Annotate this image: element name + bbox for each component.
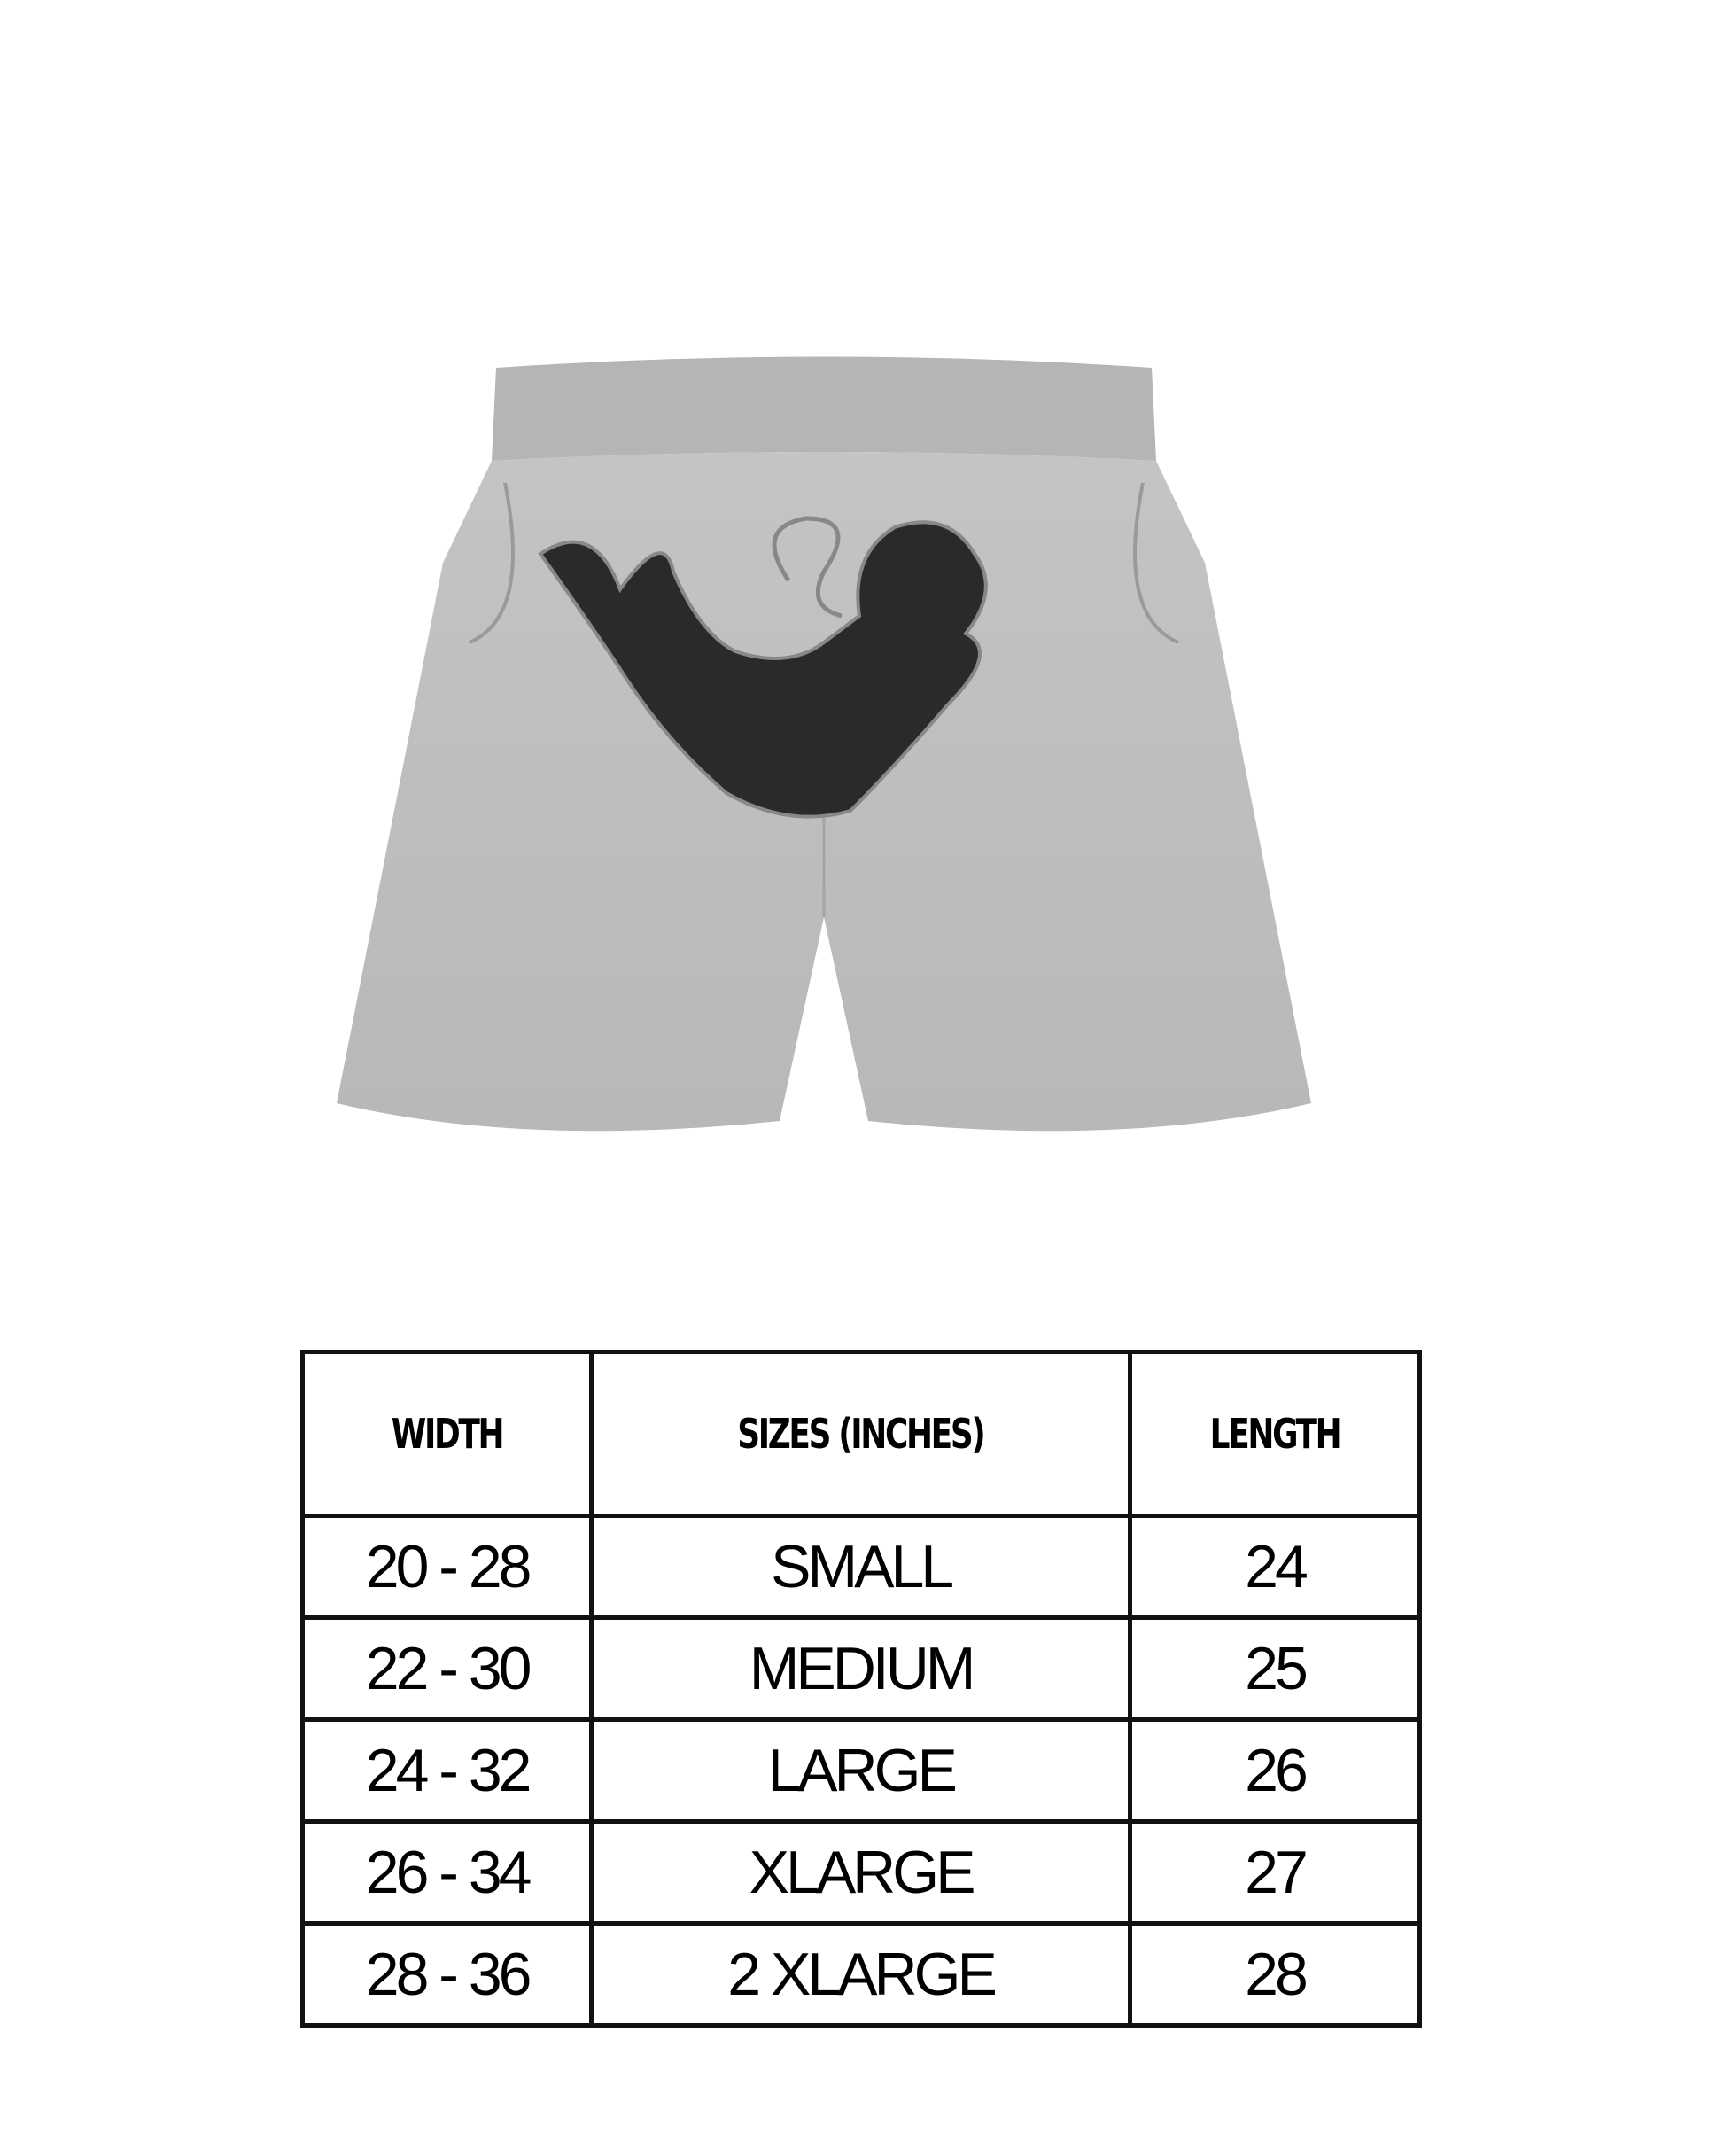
cell-width: 26 - 34 [299, 1819, 594, 1926]
cell-size: 2 XLARGE [589, 1921, 1132, 2028]
shorts-product-image [337, 356, 1311, 1132]
header-width: WIDTH [299, 1350, 594, 1518]
header-length: LENGTH [1127, 1350, 1423, 1518]
cell-size: MEDIUM [589, 1615, 1132, 1722]
cell-length: 28 [1127, 1921, 1423, 2028]
cell-size: LARGE [589, 1717, 1132, 1824]
waistband [492, 356, 1156, 461]
silhouette-patch-icon [538, 516, 988, 819]
size-table: WIDTH SIZES (INCHES) LENGTH 20 - 28 SMAL… [299, 1350, 1423, 2028]
cell-length: 25 [1127, 1615, 1423, 1722]
cell-width: 28 - 36 [299, 1921, 594, 2028]
cell-width: 24 - 32 [299, 1717, 594, 1824]
cell-width: 20 - 28 [299, 1514, 594, 1620]
cell-size: XLARGE [589, 1819, 1132, 1926]
cell-length: 26 [1127, 1717, 1423, 1824]
cell-length: 24 [1127, 1514, 1423, 1620]
table-row: 20 - 28 SMALL 24 [299, 1514, 1423, 1620]
cell-size: SMALL [589, 1514, 1132, 1620]
table-row: 24 - 32 LARGE 26 [299, 1717, 1423, 1824]
cell-length: 27 [1127, 1819, 1423, 1926]
table-header-row: WIDTH SIZES (INCHES) LENGTH [299, 1350, 1423, 1518]
cell-width: 22 - 30 [299, 1615, 594, 1722]
table-row: 22 - 30 MEDIUM 25 [299, 1615, 1423, 1722]
table-row: 28 - 36 2 XLARGE 28 [299, 1921, 1423, 2028]
table-row: 26 - 34 XLARGE 27 [299, 1819, 1423, 1926]
header-sizes: SIZES (INCHES) [589, 1350, 1132, 1518]
